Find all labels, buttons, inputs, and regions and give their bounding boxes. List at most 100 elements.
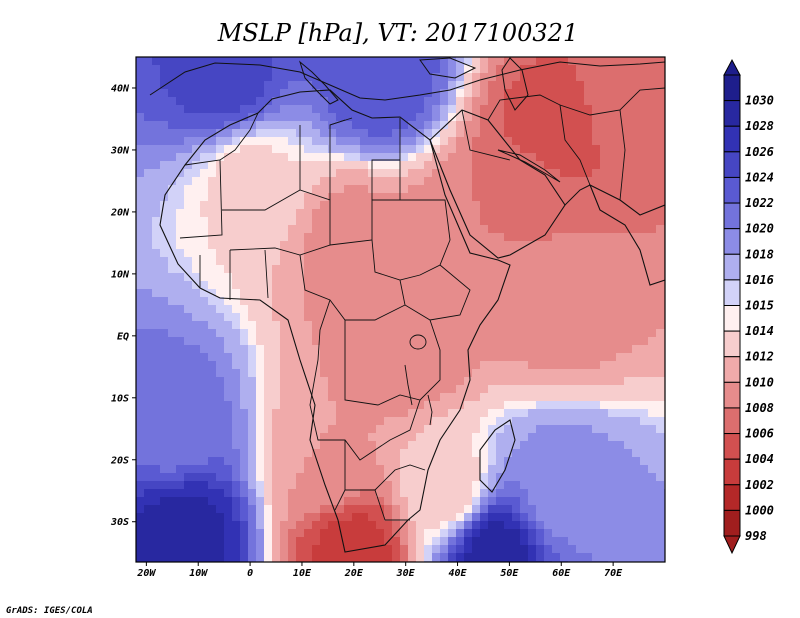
field-cell [464, 465, 473, 474]
field-cell [208, 153, 217, 162]
field-cell [200, 401, 209, 410]
field-cell [520, 401, 529, 410]
field-cell [456, 505, 465, 514]
field-cell [376, 305, 385, 314]
field-cell [392, 297, 401, 306]
field-cell [600, 353, 609, 362]
field-cell [240, 353, 249, 362]
field-cell [368, 505, 377, 514]
field-cell [608, 545, 617, 554]
field-cell [320, 449, 329, 458]
field-cell [264, 281, 273, 290]
field-cell [304, 465, 313, 474]
field-cell [144, 545, 153, 554]
field-cell [488, 521, 497, 530]
field-cell [480, 313, 489, 322]
field-cell [648, 105, 657, 114]
field-cell [152, 329, 161, 338]
field-cell [440, 465, 449, 474]
field-cell [512, 169, 521, 178]
field-cell [208, 65, 217, 74]
field-cell [608, 369, 617, 378]
field-cell [560, 57, 569, 66]
field-cell [208, 457, 217, 466]
field-cell [136, 465, 145, 474]
field-cell [608, 481, 617, 490]
field-cell [360, 481, 369, 490]
field-cell [136, 289, 145, 298]
field-cell [616, 121, 625, 130]
field-cell [592, 297, 601, 306]
field-cell [544, 385, 553, 394]
field-cell [240, 305, 249, 314]
field-cell [136, 217, 145, 226]
field-cell [536, 137, 545, 146]
field-cell [288, 241, 297, 250]
field-cell [576, 521, 585, 530]
field-cell [576, 185, 585, 194]
field-cell [432, 537, 441, 546]
field-cell [656, 401, 665, 410]
field-cell [528, 145, 537, 154]
field-cell [232, 233, 241, 242]
field-cell [136, 177, 145, 186]
field-cell [560, 137, 569, 146]
field-cell [440, 57, 449, 66]
field-cell [432, 345, 441, 354]
field-cell [552, 393, 561, 402]
field-cell [400, 473, 409, 482]
field-cell [336, 233, 345, 242]
field-cell [496, 233, 505, 242]
field-cell [208, 233, 217, 242]
field-cell [256, 169, 265, 178]
field-cell [432, 425, 441, 434]
field-cell [448, 489, 457, 498]
field-cell [592, 137, 601, 146]
field-cell [528, 473, 537, 482]
field-cell [264, 433, 273, 442]
field-cell [280, 473, 289, 482]
field-cell [216, 337, 225, 346]
field-cell [288, 209, 297, 218]
field-cell [208, 329, 217, 338]
field-cell [488, 321, 497, 330]
field-cell [576, 377, 585, 386]
field-cell [520, 473, 529, 482]
field-cell [176, 505, 185, 514]
field-cell [320, 513, 329, 522]
field-cell [576, 545, 585, 554]
field-cell [304, 145, 313, 154]
field-cell [632, 273, 641, 282]
field-cell [160, 281, 169, 290]
field-cell [400, 113, 409, 122]
field-cell [608, 385, 617, 394]
field-cell [136, 153, 145, 162]
field-cell [176, 337, 185, 346]
field-cell [480, 369, 489, 378]
field-cell [136, 193, 145, 202]
field-cell [352, 257, 361, 266]
field-cell [504, 377, 513, 386]
field-cell [176, 281, 185, 290]
field-cell [408, 465, 417, 474]
field-cell [288, 313, 297, 322]
field-cell [320, 385, 329, 394]
field-cell [184, 217, 193, 226]
field-cell [392, 257, 401, 266]
field-cell [360, 185, 369, 194]
field-cell [184, 97, 193, 106]
field-cell [536, 457, 545, 466]
field-cell [240, 433, 249, 442]
field-cell [464, 201, 473, 210]
field-cell [400, 425, 409, 434]
field-cell [656, 521, 665, 530]
field-cell [336, 297, 345, 306]
x-tick-label: 60E [552, 568, 571, 579]
field-cell [424, 353, 433, 362]
field-cell [344, 209, 353, 218]
field-cell [264, 337, 273, 346]
field-cell [296, 105, 305, 114]
field-cell [544, 441, 553, 450]
field-cell [616, 89, 625, 98]
field-cell [232, 81, 241, 90]
